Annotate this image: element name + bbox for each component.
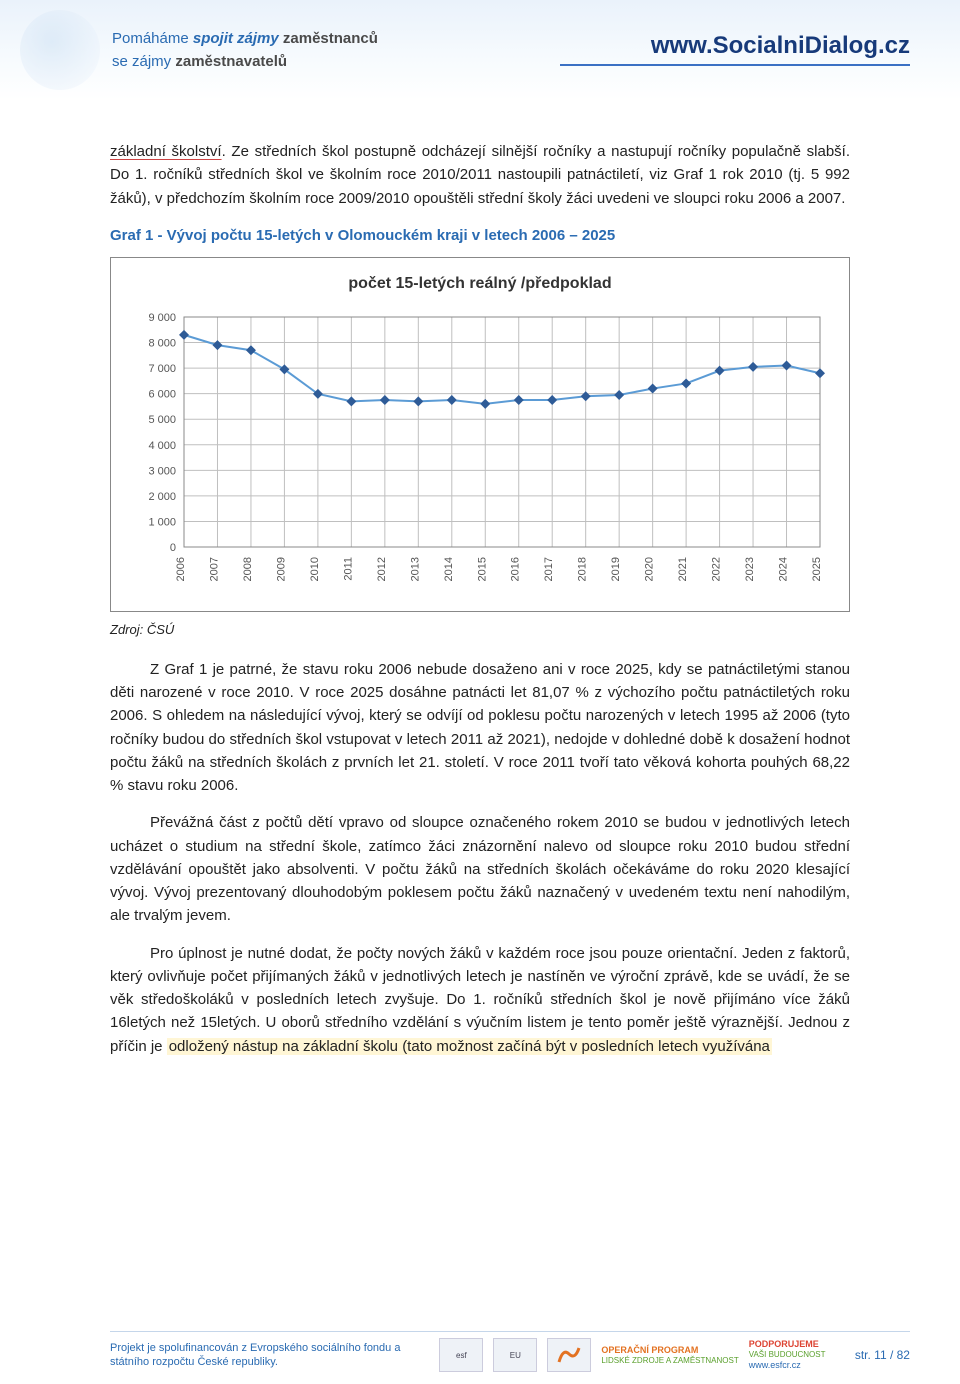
svg-text:2015: 2015 [476,557,488,581]
esfcr-url: www.esfcr.cz [749,1360,826,1371]
svg-text:2014: 2014 [443,557,455,581]
chart-container: počet 15-letých reálný /předpoklad 0 1 00… [110,257,850,612]
esf-logo-icon: esf [439,1338,483,1372]
paragraph: Převážná část z počtů dětí vpravo od slo… [110,811,850,927]
highlight-text: odložený nástup na základní školu (tato … [167,1038,772,1055]
paragraph: základní školství. Ze středních škol pos… [110,140,850,210]
svg-text:2006: 2006 [175,557,187,581]
chart-source: Zdroj: ČSÚ [110,620,850,640]
page-footer: Projekt je spolufinancován z Evropského … [110,1331,910,1372]
svg-text:2020: 2020 [644,557,656,581]
svg-text:2018: 2018 [577,557,589,581]
svg-text:2019: 2019 [610,557,622,581]
paragraph: Z Graf 1 je patrné, že stavu roku 2006 n… [110,658,850,798]
svg-text:2024: 2024 [778,557,790,581]
tagline-text: zaměstnanců [283,30,378,47]
chart-svg: 0 1 000 2 000 3 000 4 000 5 000 6 000 7 000 8 00… [130,307,830,607]
svg-text:4 000: 4 000 [148,440,176,452]
tagline-text: Pomáháme [112,30,193,47]
lz-label: LIDSKÉ ZDROJE A ZAMĚSTNANOST [601,1356,738,1366]
tagline-text: spojit zájmy [193,30,283,47]
svg-text:6 000: 6 000 [148,388,176,400]
svg-text:2010: 2010 [309,557,321,581]
svg-text:8 000: 8 000 [148,337,176,349]
header-divider [560,64,910,66]
svg-text:2009: 2009 [275,557,287,581]
chart-title: počet 15-letých reálný /předpoklad [121,272,839,297]
svg-text:2017: 2017 [543,557,555,581]
svg-text:2007: 2007 [208,557,220,581]
eu-flag-icon: EU [493,1338,537,1372]
page-number: str. 11 / 82 [855,1348,910,1362]
svg-text:2023: 2023 [744,557,756,581]
url-part: www. [651,32,713,59]
svg-text:2016: 2016 [510,557,522,581]
svg-text:2012: 2012 [376,557,388,581]
pod-label: PODPORUJEME [749,1339,826,1350]
svg-text:7 000: 7 000 [148,363,176,375]
svg-text:5 000: 5 000 [148,414,176,426]
svg-text:2008: 2008 [242,557,254,581]
url-part: .cz [878,32,910,59]
op-label: OPERAČNÍ PROGRAM [601,1345,738,1356]
svg-text:2025: 2025 [811,557,823,581]
bud-label: VAŠI BUDOUCNOST [749,1350,826,1360]
chart-caption: Graf 1 - Vývoj počtu 15-letých v Olomouc… [110,224,850,247]
footer-logos: esf EU OPERAČNÍ PROGRAM LIDSKÉ ZDROJE A … [439,1338,825,1372]
url-part: SocialniDialog [713,32,878,59]
support-text: PODPORUJEME VAŠI BUDOUCNOST www.esfcr.cz [749,1339,826,1370]
op-logo-icon [547,1338,591,1372]
svg-text:2 000: 2 000 [148,491,176,503]
svg-text:2011: 2011 [342,557,354,581]
tagline: Pomáháme spojit zájmy zaměstnanců se záj… [112,28,378,73]
svg-text:9 000: 9 000 [148,312,176,324]
page-header: Pomáháme spojit zájmy zaměstnanců se záj… [0,0,960,100]
funding-note: Projekt je spolufinancován z Evropského … [110,1341,410,1370]
tagline-text: se zájmy [112,53,175,70]
text-fragment: základní školství [110,143,222,160]
tagline-text: zaměstnavatelů [175,53,287,70]
svg-text:2022: 2022 [711,557,723,581]
svg-text:2013: 2013 [409,557,421,581]
text-fragment: . Ze středních škol postupně odcházejí s… [110,143,850,207]
program-text: OPERAČNÍ PROGRAM LIDSKÉ ZDROJE A ZAMĚSTN… [601,1345,738,1365]
svg-text:2021: 2021 [677,557,689,581]
svg-text:1 000: 1 000 [148,516,176,528]
svg-text:0: 0 [170,542,176,554]
header-url: www.SocialniDialog.cz [651,32,910,60]
paragraph: Pro úplnost je nutné dodat, že počty nov… [110,942,850,1058]
page-content: základní školství. Ze středních škol pos… [0,100,960,1058]
svg-text:3 000: 3 000 [148,465,176,477]
header-decoration [20,10,100,90]
